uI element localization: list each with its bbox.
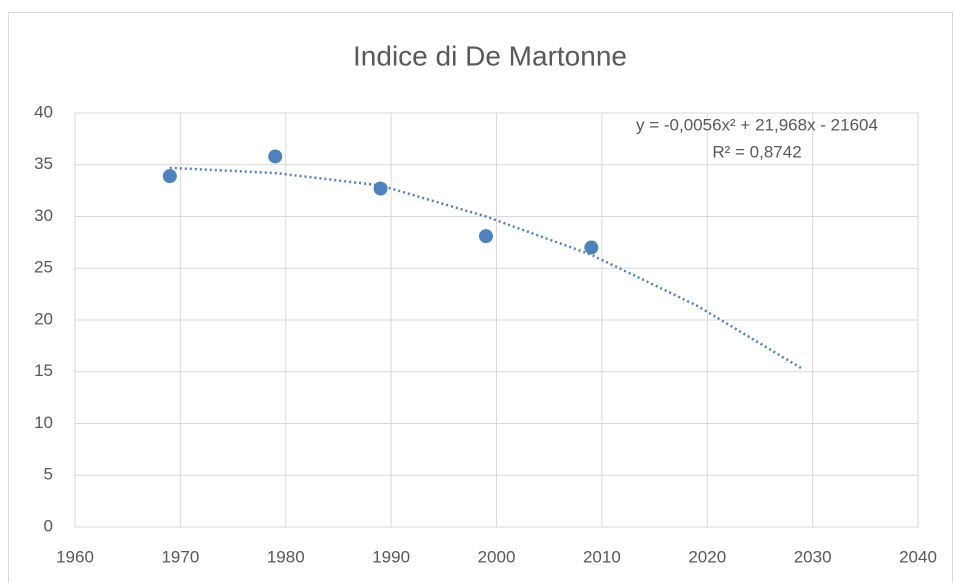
x-tick-label: 2010 [583,547,621,566]
trendline-equation: y = -0,0056x² + 21,968x - 21604 [636,115,878,134]
r-squared: R² = 0,8742 [712,142,801,161]
y-tick-label: 25 [34,258,53,277]
data-point [478,229,493,244]
x-tick-label: 2020 [688,547,726,566]
data-point [584,240,599,255]
data-point [162,169,177,184]
x-tick-label: 1960 [56,547,94,566]
y-tick-label: 40 [34,102,53,121]
x-tick-label: 2000 [478,547,516,566]
x-tick-label: 1970 [161,547,199,566]
trendline [169,166,803,370]
y-tick-label: 5 [44,465,53,484]
x-tick-label: 2030 [794,547,832,566]
data-point [373,181,388,196]
data-point [268,149,283,164]
x-tick-label: 2040 [899,547,937,566]
chart-title: Indice di De Martonne [353,40,627,71]
y-tick-label: 35 [34,154,53,173]
y-tick-label: 15 [34,361,53,380]
chart-frame [8,12,953,583]
y-tick-label: 20 [34,309,53,328]
x-tick-label: 1990 [372,547,410,566]
x-tick-label: 1980 [267,547,305,566]
y-tick-label: 0 [44,516,53,535]
y-tick-label: 10 [34,413,53,432]
y-tick-label: 30 [34,206,53,225]
